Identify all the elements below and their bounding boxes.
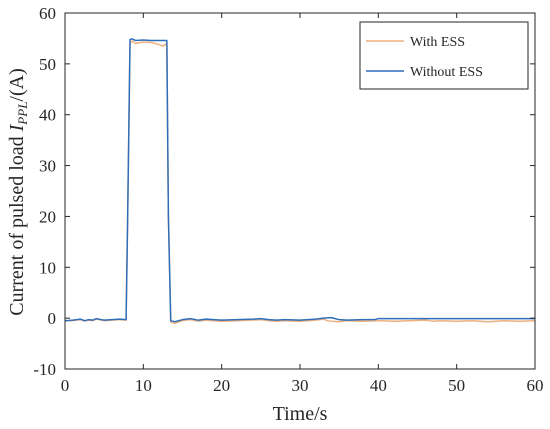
y-tick-label: 20 [39, 207, 56, 226]
series-layer [64, 38, 536, 324]
y-tick-label: 50 [39, 55, 56, 74]
y-tick-label: 10 [39, 258, 56, 277]
x-tick-label: 20 [213, 376, 230, 395]
legend-label-without-ess: Without ESS [410, 65, 483, 80]
y-tick-label: 60 [39, 4, 56, 23]
x-tick-label: 60 [527, 376, 544, 395]
ticks-layer: 0 10 20 30 40 50 60 -10 0 10 20 30 40 50 60 [33, 4, 543, 395]
x-tick-label: 30 [292, 376, 309, 395]
x-axis-title: Time/s [273, 403, 328, 425]
series-line-without-ess [64, 38, 535, 323]
x-tick-label: 0 [61, 376, 70, 395]
x-tick-label: 10 [135, 376, 152, 395]
legend-label-with-ess: With ESS [410, 35, 465, 50]
y-tick-label: 0 [48, 309, 57, 328]
y-axis-title: Current of pulsed load IPPL/(A) [6, 68, 30, 316]
x-tick-label: 40 [370, 376, 387, 395]
y-tick-label: -10 [33, 360, 56, 379]
legend: With ESS Without ESS [359, 21, 529, 90]
y-tick-label: 30 [39, 157, 56, 176]
x-tick-label: 50 [448, 376, 465, 395]
legend-box [359, 21, 529, 90]
y-tick-label: 40 [39, 106, 56, 125]
